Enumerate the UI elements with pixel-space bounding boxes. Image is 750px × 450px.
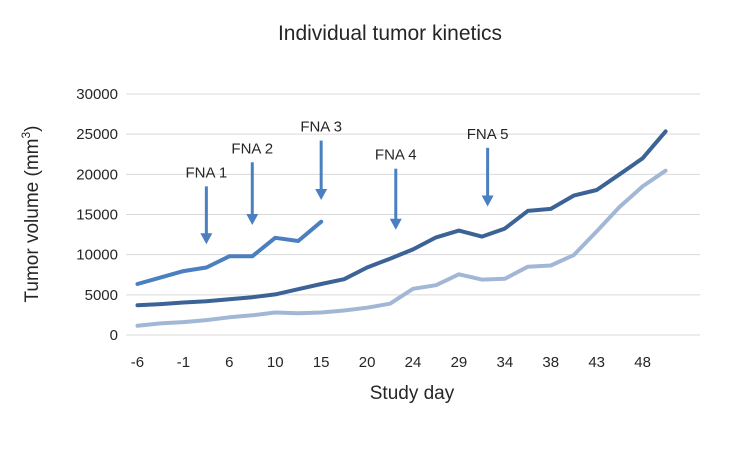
fna-arrow-head (389, 218, 402, 230)
x-tick-label: 6 (225, 354, 233, 371)
x-tick-label: 20 (359, 354, 376, 371)
gridlines (126, 93, 700, 336)
series-line-1 (135, 129, 668, 308)
fna-label: FNA 5 (467, 126, 509, 143)
x-tick-label: 15 (313, 354, 330, 371)
x-tick-label: 48 (634, 354, 651, 371)
x-tick-label: 43 (588, 354, 605, 371)
y-axis-label-close: ) (22, 126, 43, 132)
x-tick-label: 10 (267, 354, 284, 371)
x-tick-label: 34 (496, 354, 513, 371)
y-tick-label: 15000 (76, 207, 118, 224)
fna-arrow-head (200, 233, 213, 245)
y-tick-label: 5000 (85, 287, 118, 304)
x-axis-label: Study day (370, 383, 455, 404)
y-axis-label-superscript: 3 (19, 132, 33, 139)
y-tick-label: 30000 (76, 86, 118, 103)
fna-label: FNA 3 (300, 119, 342, 136)
chart-title: Individual tumor kinetics (278, 22, 502, 45)
y-tick-label: 10000 (76, 247, 118, 264)
fna-arrow-head (481, 195, 494, 207)
y-tick-labels: 0 5000 10000 15000 20000 25000 30000 (76, 86, 118, 344)
y-tick-label: 25000 (76, 126, 118, 143)
fna-arrow-head (315, 189, 328, 201)
series-lines (135, 129, 668, 328)
series-line-3 (135, 168, 668, 328)
y-tick-label: 0 (110, 327, 118, 344)
series-line-2 (135, 219, 324, 286)
x-tick-label: 29 (451, 354, 468, 371)
x-tick-label: 38 (542, 354, 559, 371)
x-tick-label: -1 (177, 354, 190, 371)
x-tick-label: -6 (131, 354, 144, 371)
y-axis-label: Tumor volume (mm3) (19, 126, 43, 303)
fna-arrow-head (246, 213, 259, 225)
fna-label: FNA 1 (186, 164, 228, 181)
fna-label: FNA 4 (375, 147, 417, 164)
y-axis-label-main: Tumor volume (mm (22, 139, 43, 303)
fna-label: FNA 2 (231, 140, 273, 157)
x-tick-label: 24 (405, 354, 422, 371)
x-tick-labels: -6 -1 6 10 15 20 24 29 34 38 43 48 (131, 354, 651, 371)
y-tick-label: 20000 (76, 166, 118, 183)
